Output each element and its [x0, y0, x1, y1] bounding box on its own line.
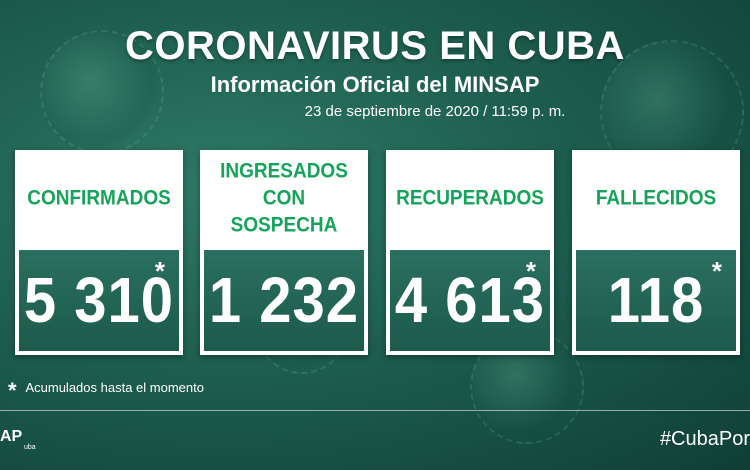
virus-decoration [40, 30, 164, 154]
stat-value: 4 613 [394, 264, 546, 337]
logo-subtext: uba [24, 444, 36, 451]
stat-card-recuperados: RECUPERADOS * 4 613 [386, 150, 554, 355]
stat-value: 1 232 [208, 264, 360, 337]
stat-label: RECUPERADOS [396, 186, 544, 211]
asterisk-mark: * [711, 256, 722, 286]
page-title: CORONAVIRUS EN CUBA [125, 24, 625, 68]
stat-value-box: * 4 613 [390, 250, 550, 351]
stat-card-ingresados: INGRESADOS CON SOSPECHA 1 232 [200, 150, 368, 355]
page-subtitle: Información Oficial del MINSAP [210, 72, 540, 97]
stat-label: INGRESADOS CON SOSPECHA [220, 159, 348, 238]
footnote-text: Acumulados hasta el momento [25, 380, 204, 395]
stat-value: 5 310 [23, 264, 175, 337]
stat-value-box: * 118 [576, 250, 736, 351]
hashtag: #CubaPor [659, 428, 750, 450]
asterisk-mark: * [154, 256, 165, 286]
stat-value: 118 [607, 264, 705, 337]
stat-card-fallecidos: FALLECIDOS * 118 [572, 150, 740, 355]
stat-card-confirmados: CONFIRMADOS * 5 310 [15, 150, 183, 355]
divider [0, 410, 750, 411]
asterisk-mark: * [8, 378, 17, 403]
header: CORONAVIRUS EN CUBA Información Oficial … [0, 22, 750, 122]
stat-value-box: 1 232 [204, 250, 364, 351]
stat-label: FALLECIDOS [595, 186, 717, 211]
stat-label: CONFIRMADOS [27, 186, 171, 211]
asterisk-mark: * [525, 256, 536, 286]
logo-text: AP [0, 428, 23, 445]
minsap-logo: AP uba [0, 428, 36, 451]
footnote: * Acumulados hasta el momento [8, 378, 204, 404]
report-date: 23 de septiembre de 2020 / 11:59 p. m. [304, 103, 566, 120]
stat-value-box: * 5 310 [19, 250, 179, 351]
